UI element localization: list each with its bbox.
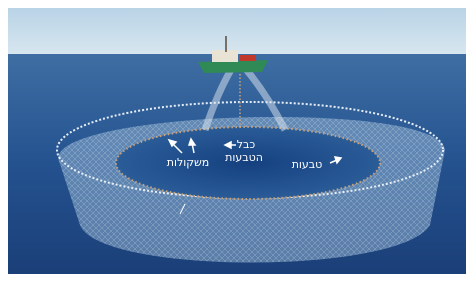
boat-deck (240, 55, 256, 61)
illustration: משקולות כבל הטבעות טבעות (0, 0, 474, 281)
label-rings: טבעות (292, 158, 323, 171)
boat-cabin (212, 50, 238, 62)
label-ring-cable: כבל (237, 138, 256, 151)
label-ring-cable: הטבעות (225, 151, 263, 164)
label-weights: משקולות (167, 156, 210, 169)
page: משקולות כבל הטבעות טבעות (() => { const … (0, 0, 474, 281)
sky (8, 8, 466, 54)
